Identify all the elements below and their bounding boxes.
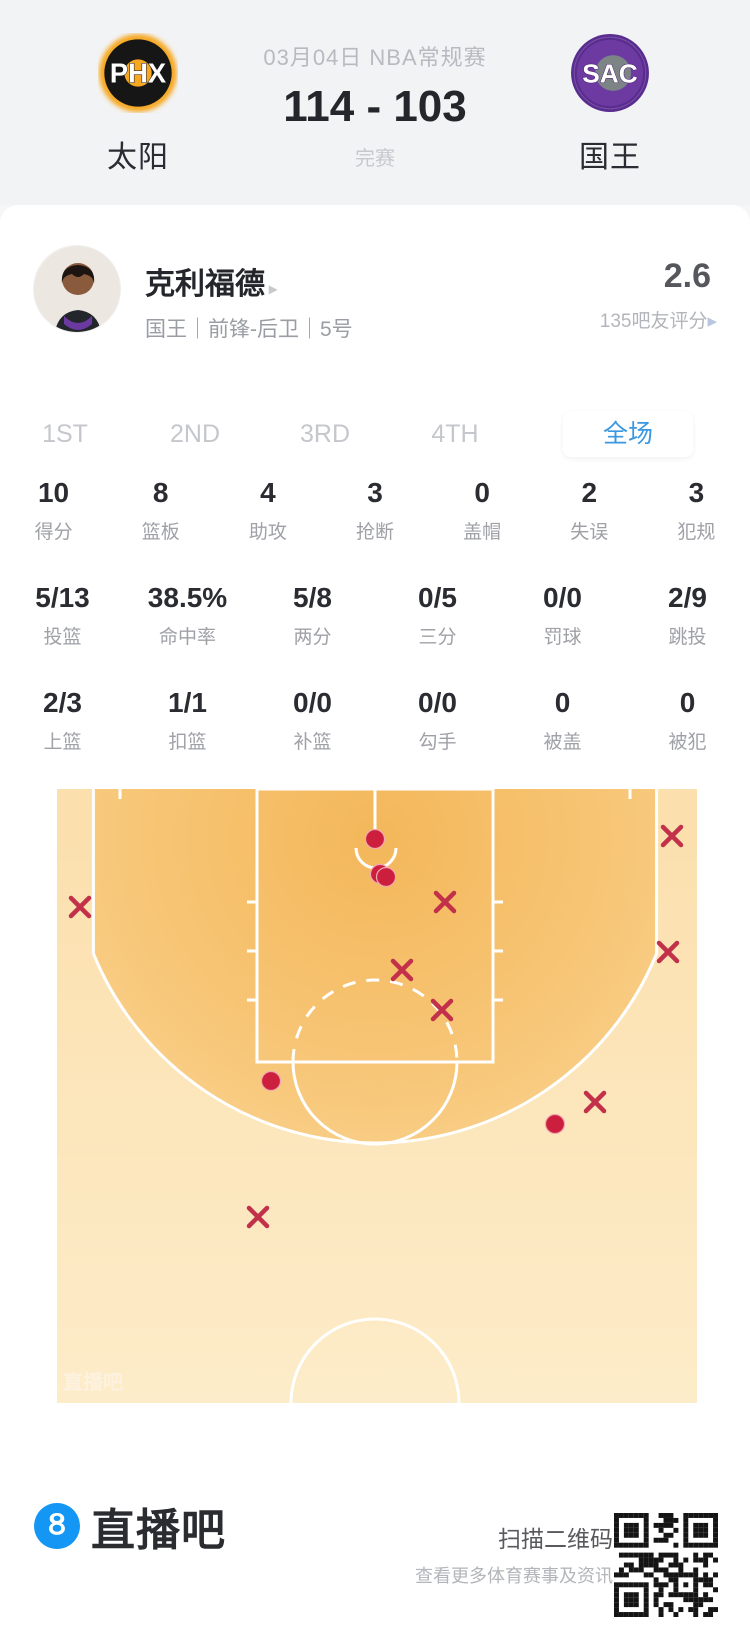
svg-text:SAC: SAC xyxy=(582,58,638,88)
svg-text:PHX: PHX xyxy=(110,57,167,88)
svg-text:直播吧: 直播吧 xyxy=(63,1370,123,1394)
